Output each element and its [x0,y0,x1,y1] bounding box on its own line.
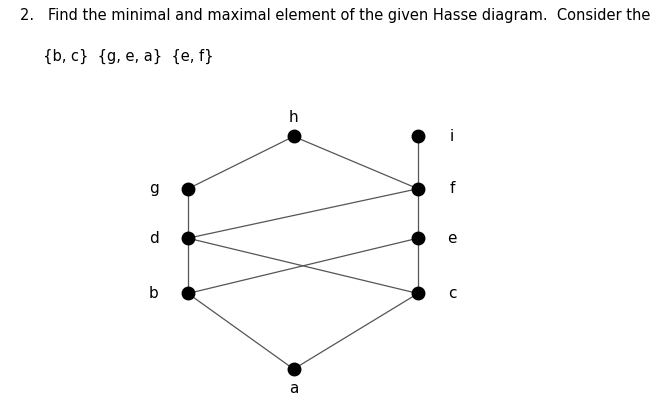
Text: e: e [447,231,457,246]
Text: c: c [448,286,456,301]
Text: h: h [289,110,298,125]
Text: 2.   Find the minimal and maximal element of the given Hasse diagram.  Consider : 2. Find the minimal and maximal element … [20,8,654,23]
Text: d: d [149,231,159,246]
Text: a: a [289,381,298,396]
Text: g: g [149,181,159,196]
Text: {b, c}  {g, e, a}  {e, f}: {b, c} {g, e, a} {e, f} [20,48,213,64]
Text: f: f [449,181,455,196]
Text: b: b [149,286,159,301]
Text: i: i [450,129,454,144]
